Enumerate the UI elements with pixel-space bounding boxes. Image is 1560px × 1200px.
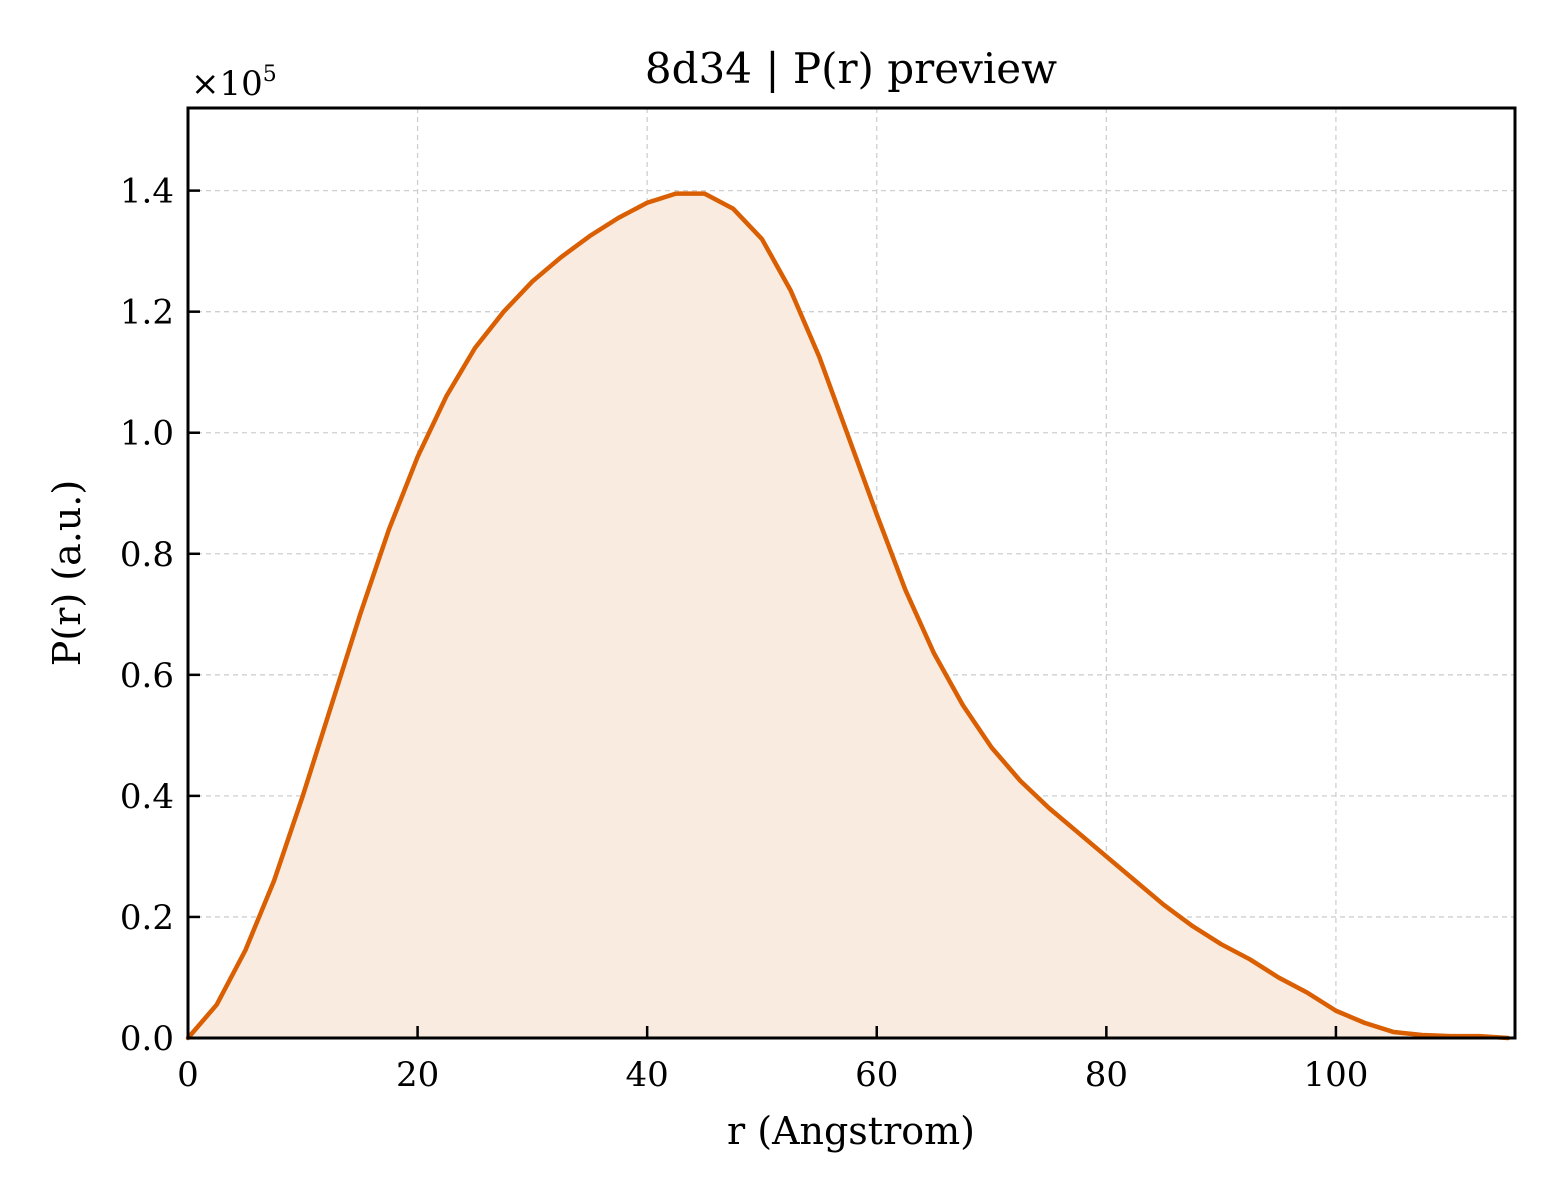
x-tick-labels: 0 20 40 60 80 100 bbox=[177, 1055, 1368, 1095]
x-axis-label: r (Angstrom) bbox=[727, 1109, 975, 1153]
x-tick-label: 20 bbox=[396, 1055, 439, 1095]
x-tick-label: 60 bbox=[855, 1055, 898, 1095]
y-tick-label: 1.4 bbox=[120, 172, 174, 212]
y-tick-label: 0.0 bbox=[120, 1019, 174, 1059]
pr-curve-line bbox=[185, 191, 1511, 1041]
x-tick-label: 100 bbox=[1303, 1055, 1368, 1095]
y-tick-label: 1.2 bbox=[120, 293, 174, 333]
y-axis-offset-label: ×105 bbox=[191, 62, 277, 104]
chart-title: 8d34 | P(r) preview bbox=[645, 44, 1057, 93]
y-tick-label: 0.8 bbox=[120, 535, 174, 575]
y-tick-labels: 0.0 0.2 0.4 0.6 0.8 1.0 1.2 1.4 bbox=[120, 172, 174, 1059]
y-axis-label: P(r) (a.u.) bbox=[45, 480, 89, 666]
y-tick-label: 0.6 bbox=[120, 656, 174, 696]
pr-area-fill bbox=[188, 193, 1509, 1038]
x-tick-label: 40 bbox=[626, 1055, 669, 1095]
x-tick-label: 0 bbox=[177, 1055, 199, 1095]
y-tick-label: 0.4 bbox=[120, 777, 174, 817]
x-tick-label: 80 bbox=[1085, 1055, 1128, 1095]
plot-frame bbox=[186, 106, 1517, 1040]
y-tick-label: 0.2 bbox=[120, 898, 174, 938]
y-tick-label: 1.0 bbox=[120, 414, 174, 454]
